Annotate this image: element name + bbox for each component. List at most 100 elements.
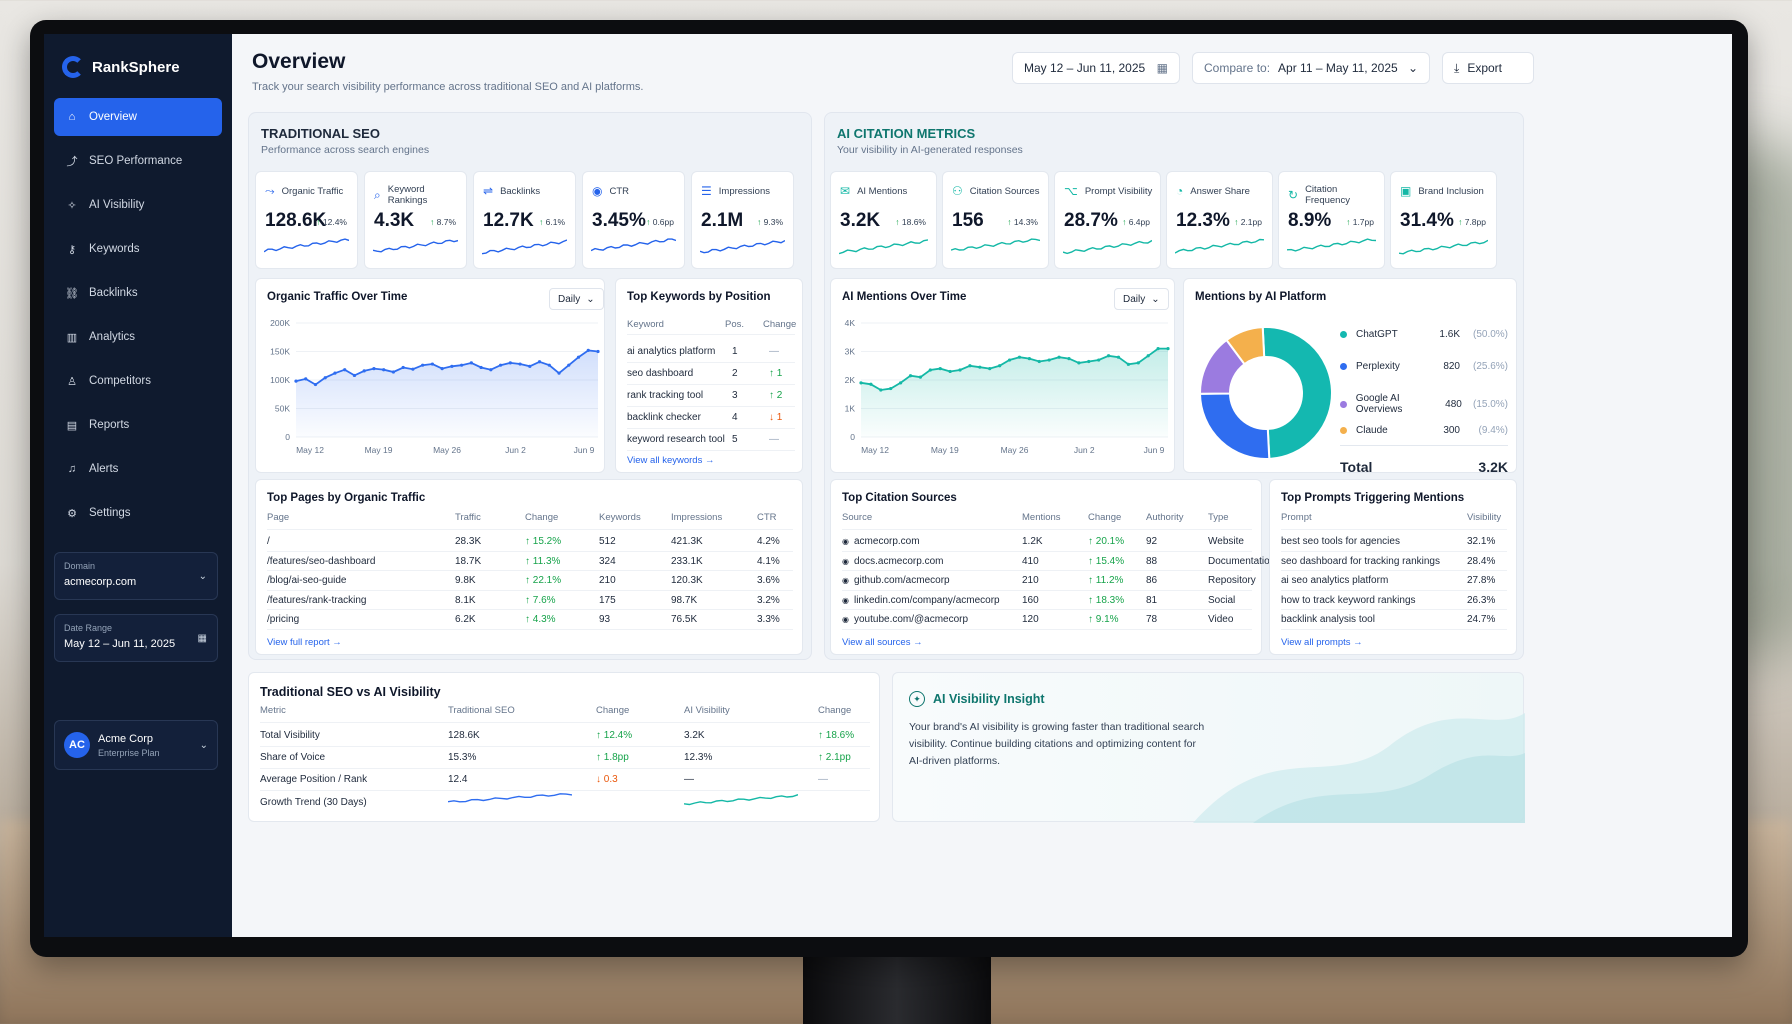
table-row[interactable]: /features/rank-tracking 8.1K ↑ 7.6% 175 98.7… xyxy=(267,591,793,610)
cell-value: 4.3% xyxy=(532,614,556,625)
brand[interactable]: RankSphere xyxy=(44,34,232,98)
cell-value: — xyxy=(684,774,694,785)
nav-item-analytics[interactable]: ▥ Analytics xyxy=(54,318,222,356)
table-row[interactable]: ◉ youtube.com/@acmecorp 120 ↑ 9.1% 78 Video xyxy=(842,610,1252,630)
date-range-button[interactable]: May 12 – Jun 11, 2025 ▦ xyxy=(1012,52,1180,84)
period-select[interactable]: Daily ⌄ xyxy=(549,288,604,310)
pie-slice-claude[interactable] xyxy=(1225,326,1266,366)
table-row[interactable]: ai analytics platform 1 — xyxy=(627,341,795,363)
view-full-report-link[interactable]: View full report → xyxy=(267,637,342,648)
nav-item-competitors[interactable]: ♙ Competitors xyxy=(54,362,222,400)
table-row[interactable]: ai seo analytics platform 27.8% xyxy=(1281,571,1507,591)
table-row[interactable]: rank tracking tool 3 ↑ 2 xyxy=(627,385,795,407)
legend-item[interactable]: ChatGPT 1.6K (50.0%) xyxy=(1340,329,1508,340)
table-row[interactable]: ◉ acmecorp.com 1.2K ↑ 20.1% 92 Website xyxy=(842,532,1252,552)
nav-item-settings[interactable]: ⚙ Settings xyxy=(54,494,222,532)
column-header: Prompt xyxy=(1281,512,1312,523)
comparison-title: Traditional SEO vs AI Visibility xyxy=(260,685,441,699)
period-select[interactable]: Daily ⌄ xyxy=(1114,288,1169,310)
column-header: CTR xyxy=(757,512,777,523)
legend-item[interactable]: Perplexity 820 (25.6%) xyxy=(1340,361,1508,372)
table-row[interactable]: backlink checker 4 ↓ 1 xyxy=(627,407,795,429)
table-row[interactable]: seo dashboard 2 ↑ 1 xyxy=(627,363,795,385)
view-all-keywords-link[interactable]: View all keywords → xyxy=(627,455,715,466)
page-header: Overview Track your search visibility pe… xyxy=(252,50,1712,100)
user-icon: ♙ xyxy=(67,375,77,388)
table-row[interactable]: /blog/ai-seo-guide 9.8K ↑ 22.1% 210 120.3K 3.… xyxy=(267,571,793,591)
kpi-card-citation-frequency[interactable]: ↻ Citation Frequency 8.9% ↑ 1.7pp xyxy=(1278,171,1385,269)
legend-item[interactable]: Google AI Overviews 480 (15.0%) xyxy=(1340,393,1508,415)
table-row[interactable]: ◉ docs.acmecorp.com 410 ↑ 15.4% 88 Documentat… xyxy=(842,552,1275,571)
kpi-card-prompt-visibility[interactable]: ⌥ Prompt Visibility 28.7% ↑ 6.4pp xyxy=(1054,171,1161,269)
sidebar: RankSphere ⌂ Overview ⤴ SEO Performance ✧ AI … xyxy=(44,34,232,937)
kpi-card-organic-traffic[interactable]: ⤳ Organic Traffic 128.6K ↑ 12.4% xyxy=(255,171,358,269)
ai-trend-sparkline xyxy=(684,794,798,806)
view-all-prompts-link[interactable]: View all prompts → xyxy=(1281,637,1363,648)
export-button[interactable]: ⤓ Export xyxy=(1442,52,1534,84)
nav-item-overview[interactable]: ⌂ Overview xyxy=(54,98,222,136)
nav-item-alerts[interactable]: ♫ Alerts xyxy=(54,450,222,488)
table-row[interactable]: Total Visibility 128.6K ↑ 12.4% 3.2K ↑ 18.6% xyxy=(260,725,870,747)
cell-value: 3.2K xyxy=(684,730,705,741)
kpi-card-backlinks[interactable]: ⇌ Backlinks 12.7K ↑ 6.1% xyxy=(473,171,576,269)
keyword-cell: backlink checker xyxy=(627,412,701,423)
app-name: RankSphere xyxy=(92,58,180,76)
table-row[interactable]: ◉ github.com/acmecorp 210 ↑ 11.2% 86 Reposito… xyxy=(842,571,1256,591)
pie-slice-chatgpt[interactable] xyxy=(1261,326,1333,460)
y-tick-label: 200K xyxy=(270,318,290,328)
position-cell: 5 xyxy=(732,434,738,445)
domain-select[interactable]: Domain acmecorp.com ⌄ xyxy=(54,552,218,600)
arrow-up-icon: ↑ xyxy=(539,217,546,227)
kpi-card-ai-mentions[interactable]: ✉ AI Mentions 3.2K ↑ 18.6% xyxy=(830,171,937,269)
y-tick-label: 100K xyxy=(270,375,290,385)
kpi-label: Citation Sources xyxy=(969,185,1040,197)
table-cell: ↑ 9.1% xyxy=(1088,614,1119,625)
cell-value: 15.2% xyxy=(532,536,562,547)
kpi-card-impressions[interactable]: ☰ Impressions 2.1M ↑ 9.3% xyxy=(691,171,794,269)
table-row[interactable]: best seo tools for agencies 32.1% xyxy=(1281,532,1507,552)
table-row[interactable]: how to track keyword rankings 26.3% xyxy=(1281,591,1507,610)
bell-icon: ♫ xyxy=(67,463,77,475)
kpi-card-citation-sources[interactable]: ⚇ Citation Sources 156 ↑ 14.3% xyxy=(942,171,1049,269)
table-row[interactable]: / 28.3K ↑ 15.2% 512 421.3K 4.2% xyxy=(267,532,793,552)
kpi-card-brand-inclusion[interactable]: ▣ Brand Inclusion 31.4% ↑ 7.8pp xyxy=(1390,171,1497,269)
cell-value: 12.3% xyxy=(684,752,713,763)
table-row[interactable]: seo dashboard for tracking rankings 28.4% xyxy=(1281,552,1507,571)
legend-value: 820 xyxy=(1443,361,1460,372)
data-point xyxy=(1017,355,1022,359)
table-cell: Share of Voice xyxy=(260,752,325,763)
cell-value: 120 xyxy=(1022,614,1039,625)
date-range-picker[interactable]: Date Range May 12 – Jun 11, 2025 ▦ xyxy=(54,614,218,662)
kpi-value: 31.4% xyxy=(1400,210,1454,231)
kpi-card-keyword-rankings[interactable]: ⌕ Keyword Rankings 4.3K ↑ 8.7% xyxy=(364,171,467,269)
data-point xyxy=(1126,362,1130,366)
table-row[interactable]: keyword research tool 5 — xyxy=(627,429,795,451)
account-switcher[interactable]: AC Acme Corp Enterprise Plan ⌄ xyxy=(54,720,218,770)
refresh-icon: ↻ xyxy=(1288,188,1299,202)
column-header: AI Visibility xyxy=(684,705,730,716)
table-row[interactable]: backlink analysis tool 24.7% xyxy=(1281,610,1507,630)
kpi-card-ctr[interactable]: ◉ CTR 3.45% ↑ 0.6pp xyxy=(582,171,685,269)
change-cell: ↓ 1 xyxy=(769,412,782,423)
arrow-up-icon: ↑ xyxy=(1088,575,1096,586)
table-cell: ◉ linkedin.com/company/acmecorp xyxy=(842,595,1000,606)
nav-item-ai-visibility[interactable]: ✧ AI Visibility xyxy=(54,186,222,224)
table-cell: ◉ acmecorp.com xyxy=(842,536,920,547)
table-row[interactable]: ◉ linkedin.com/company/acmecorp 160 ↑ 18.3%… xyxy=(842,591,1252,610)
legend-item[interactable]: Claude 300 (9.4%) xyxy=(1340,425,1508,436)
table-row[interactable]: /pricing 6.2K ↑ 4.3% 93 76.5K 3.3% xyxy=(267,610,793,630)
pie-slice-perplexity[interactable] xyxy=(1198,392,1271,460)
view-all-sources-link[interactable]: View all sources → xyxy=(842,637,923,648)
nav-item-seo-performance[interactable]: ⤴ SEO Performance xyxy=(54,142,222,180)
page-title: Overview xyxy=(252,50,346,73)
table-row[interactable]: Share of Voice 15.3% ↑ 1.8pp 12.3% ↑ 2.1pp xyxy=(260,747,870,769)
kpi-card-answer-share[interactable]: ◔ Answer Share 12.3% ↑ 2.1pp xyxy=(1166,171,1273,269)
nav-item-reports[interactable]: ▤ Reports xyxy=(54,406,222,444)
kpi-change: ↑ 7.8pp xyxy=(1458,217,1486,227)
table-row[interactable]: Average Position / Rank 12.4 ↓ 0.3 — — xyxy=(260,769,870,791)
nav-item-keywords[interactable]: ⚷ Keywords xyxy=(54,230,222,268)
table-row[interactable]: /features/seo-dashboard 18.7K ↑ 11.3% 324 23… xyxy=(267,552,793,571)
nav-item-backlinks[interactable]: ⛓ Backlinks xyxy=(54,274,222,312)
cell-value: 22.1% xyxy=(532,575,562,586)
compare-select[interactable]: Compare to: Apr 11 – May 11, 2025 ⌄ xyxy=(1192,52,1430,84)
